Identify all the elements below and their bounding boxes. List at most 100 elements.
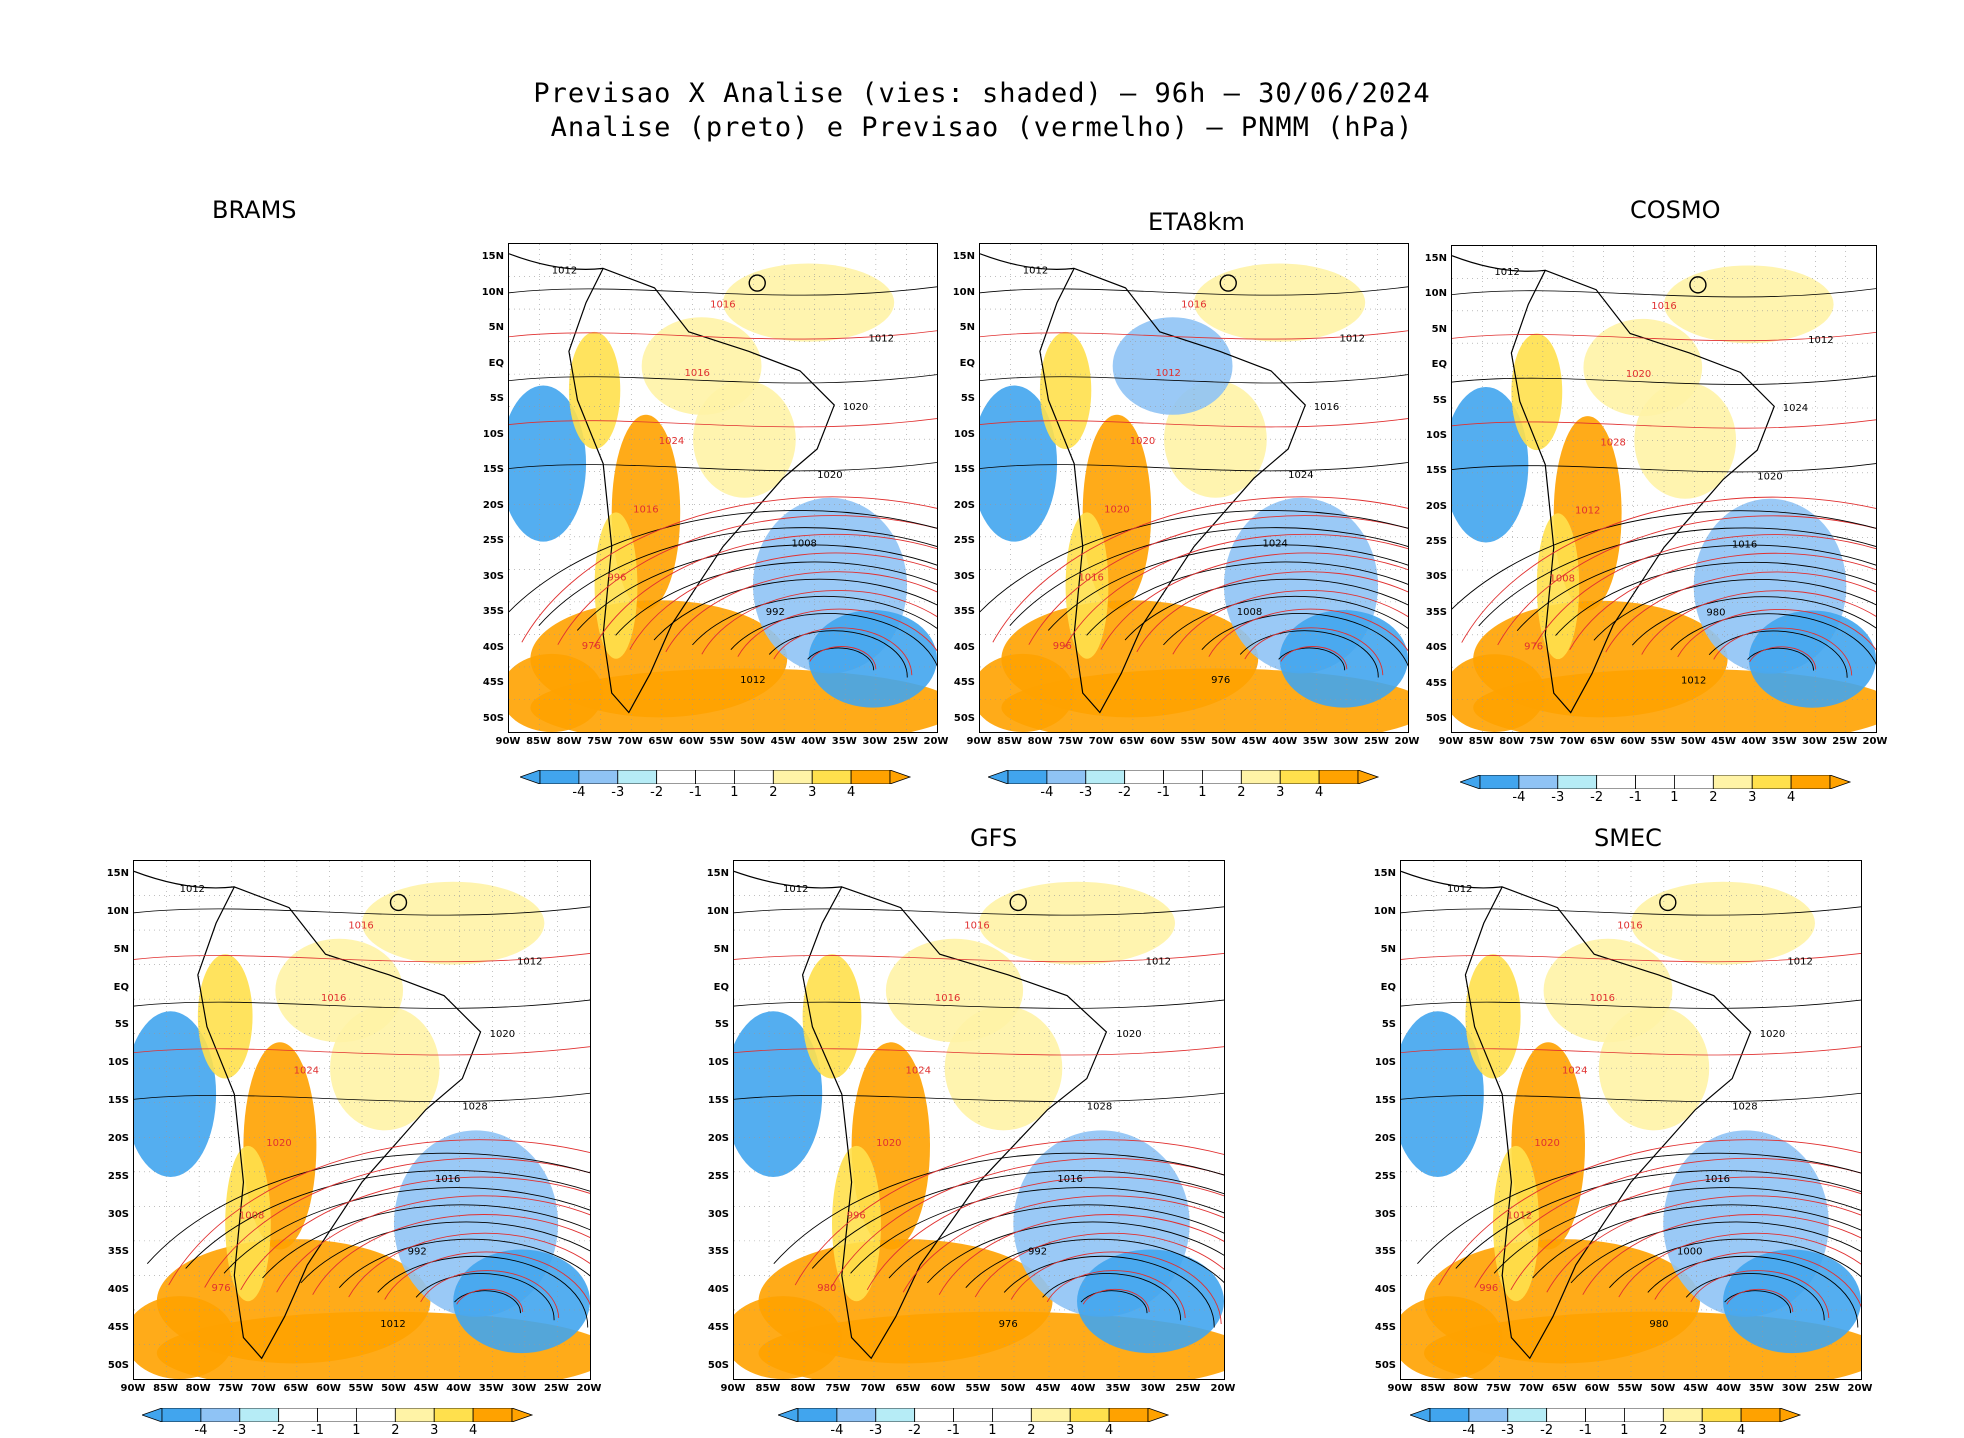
- lat-label: 10N: [706, 905, 729, 917]
- lon-label: 75W: [218, 1383, 244, 1394]
- isobar-label: 1016: [684, 368, 709, 379]
- isobar-label: 1016: [1651, 301, 1676, 312]
- isobar-label: 1028: [1087, 1102, 1112, 1113]
- lon-label: 80W: [790, 1383, 816, 1394]
- lon-label: 55W: [709, 736, 735, 747]
- isobar-label: 1012: [1494, 267, 1519, 278]
- lon-label: 85W: [997, 736, 1023, 747]
- lon-label: 45W: [1035, 1383, 1061, 1394]
- lat-label: 30S: [1425, 571, 1447, 583]
- lat-label: 10S: [1374, 1057, 1396, 1069]
- isobar-label: 980: [1706, 607, 1725, 618]
- colorbar-tick: -2: [908, 1423, 922, 1438]
- lon-label: 80W: [556, 736, 582, 747]
- isobar-label: 1012: [1340, 334, 1365, 345]
- isobar-label: 1020: [1534, 1138, 1559, 1149]
- lon-label: 40W: [446, 1383, 472, 1394]
- lat-label: 15N: [106, 868, 129, 879]
- model-label-cosmo: COSMO: [1630, 196, 1721, 224]
- lon-label: 65W: [648, 736, 674, 747]
- isobar-label: 1016: [964, 920, 989, 931]
- pressure-bias-map: 1012 1016 1012 1016 1020 1024 1028 1020 1016 1008…: [134, 861, 590, 1379]
- model-label-gfs: GFS: [970, 824, 1018, 852]
- isobar-label: 1012: [380, 1319, 405, 1330]
- lon-label: 55W: [965, 1383, 991, 1394]
- isobar-label: 1008: [791, 539, 816, 550]
- lat-label: 5N: [713, 943, 729, 955]
- map-frame: 1012 1016 1012 1016 1020 1024 1028 1020 1016 1012…: [1400, 860, 1862, 1380]
- lon-label: 30W: [511, 1383, 537, 1394]
- lon-label: 65W: [1119, 736, 1145, 747]
- lat-label: 5S: [489, 393, 504, 405]
- isobar-label: 1008: [1550, 573, 1575, 584]
- lon-label: 75W: [1058, 736, 1084, 747]
- pressure-bias-map: 1012 1016 1012 1012 1016 1020 1024 1020 1024 1016…: [980, 244, 1408, 732]
- colorbar-tick: -1: [1579, 1423, 1593, 1438]
- colorbar-tick: -2: [650, 785, 664, 800]
- lon-label: 40W: [1716, 1383, 1742, 1394]
- colorbar-tick: 1: [1670, 790, 1679, 805]
- lon-label: 20W: [1394, 736, 1420, 747]
- isobar-label: 976: [582, 641, 601, 652]
- lon-label: 35W: [1748, 1383, 1774, 1394]
- lat-label: EQ: [113, 981, 129, 993]
- colorbar-tick: 4: [1314, 785, 1324, 800]
- lat-label: EQ: [959, 357, 975, 369]
- lon-label: 75W: [587, 736, 613, 747]
- title-line-2: Analise (preto) e Previsao (vermelho) – …: [550, 112, 1414, 143]
- isobar-label: 1016: [935, 993, 960, 1004]
- lat-label: 10N: [481, 286, 504, 298]
- isobar-label: 1012: [1787, 957, 1812, 968]
- isobar-label: 992: [1028, 1247, 1047, 1258]
- isobar-label: 1024: [1288, 470, 1313, 481]
- lon-label: 35W: [831, 736, 857, 747]
- colorbar-tick: -2: [1118, 785, 1132, 800]
- colorbar-tick: -3: [1501, 1423, 1515, 1438]
- lon-label: 70W: [1088, 736, 1114, 747]
- lon-label: 35W: [1105, 1383, 1131, 1394]
- colorbar-tick: -1: [1157, 785, 1171, 800]
- isobar-label: 1012: [552, 265, 577, 276]
- lon-label: 65W: [1551, 1383, 1577, 1394]
- lon-label: 25W: [892, 736, 918, 747]
- lon-label: 70W: [860, 1383, 886, 1394]
- lat-label: 5N: [959, 322, 975, 334]
- lat-label: 30S: [482, 570, 504, 582]
- lon-label: 85W: [1468, 736, 1494, 747]
- lat-label: 40S: [482, 641, 504, 653]
- lon-label: 40W: [1272, 736, 1298, 747]
- lat-label: 10N: [952, 286, 975, 298]
- lon-label: 25W: [1814, 1383, 1840, 1394]
- lat-label: 45S: [107, 1322, 129, 1334]
- lon-label: 60W: [1584, 1383, 1610, 1394]
- colorbar: [520, 770, 912, 784]
- lat-label: 35S: [107, 1246, 129, 1258]
- lon-label: 85W: [526, 736, 552, 747]
- isobar-label: 992: [766, 607, 785, 618]
- lat-label: 50S: [953, 713, 975, 724]
- colorbar-tick: -3: [611, 785, 625, 800]
- colorbar-tick: -2: [1590, 790, 1604, 805]
- colorbar-tick: 3: [1066, 1423, 1075, 1438]
- lon-label: 25W: [543, 1383, 569, 1394]
- lon-label: 65W: [895, 1383, 921, 1394]
- isobar-label: 1012: [1507, 1210, 1532, 1221]
- colorbar: [142, 1408, 534, 1422]
- isobar-label: 1020: [1116, 1029, 1141, 1040]
- lat-label: 10S: [482, 428, 504, 440]
- lat-label: 15N: [952, 251, 975, 262]
- lat-label: 25S: [1374, 1170, 1396, 1182]
- isobar-label: 980: [1649, 1319, 1668, 1330]
- pressure-bias-map: 1012 1016 1012 1020 1024 1028 1020 1012 1016 1008…: [1452, 246, 1876, 732]
- isobar-label: 1012: [1155, 368, 1180, 379]
- isobar-label: 1024: [659, 436, 684, 447]
- isobar-label: 1012: [1146, 957, 1171, 968]
- isobar-label: 1016: [1314, 402, 1339, 413]
- lat-label: 25S: [707, 1170, 729, 1182]
- lat-label: 15N: [1424, 253, 1447, 264]
- lat-label: 15S: [107, 1095, 129, 1107]
- colorbar-tick: -1: [1629, 790, 1643, 805]
- colorbar-tick: -4: [1512, 790, 1526, 805]
- isobar-label: 980: [817, 1283, 836, 1294]
- lat-label: 5N: [113, 943, 129, 955]
